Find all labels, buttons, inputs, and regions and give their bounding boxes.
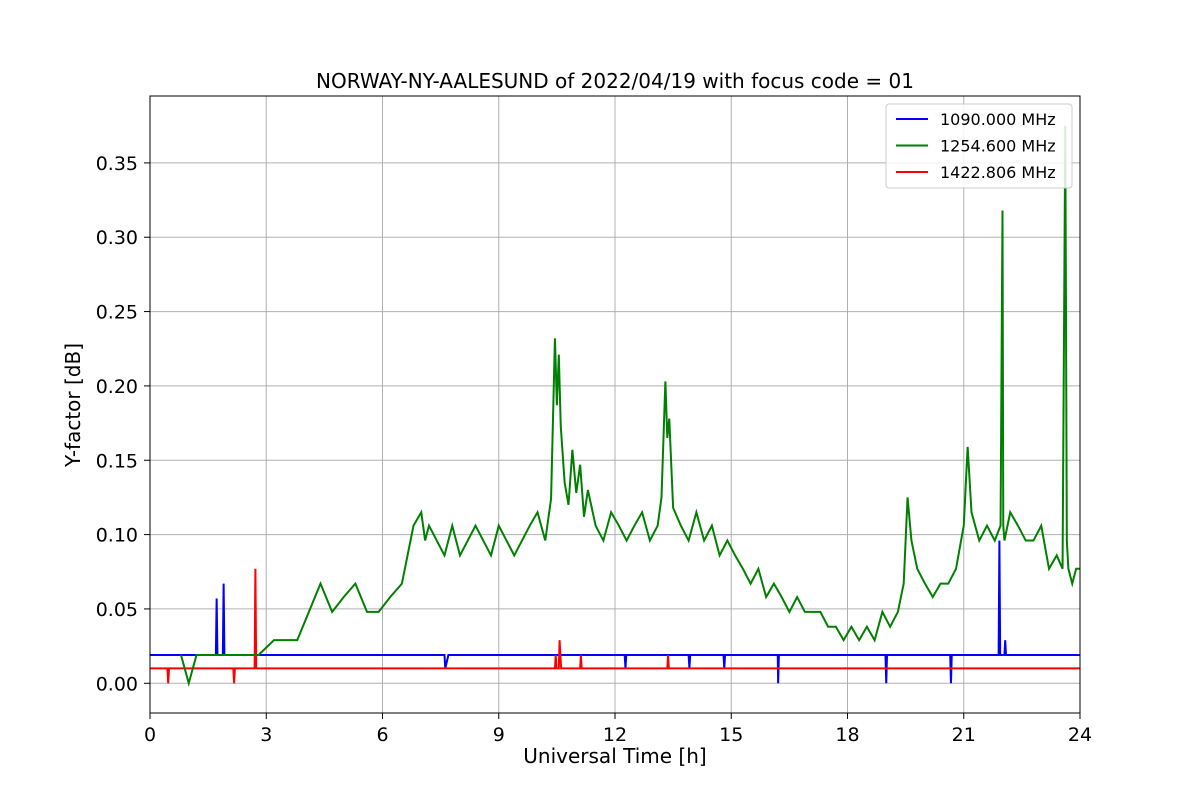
legend-label: 1090.000 MHz <box>940 110 1056 129</box>
x-tick-label: 6 <box>376 724 388 746</box>
x-tick-label: 21 <box>952 724 976 746</box>
x-tick-label: 15 <box>719 724 743 746</box>
x-axis-ticks: 0 3 6 9 12 15 18 21 24 <box>144 713 1092 746</box>
y-tick-label: 0.20 <box>96 376 138 398</box>
y-axis-label: Y-factor [dB] <box>61 343 85 468</box>
y-tick-label: 0.25 <box>96 302 138 324</box>
legend-frame <box>885 103 1073 189</box>
grid-lines <box>150 96 1080 713</box>
y-tick-label: 0.00 <box>96 673 138 695</box>
series-line-1422-806-mhz <box>150 568 1080 684</box>
x-tick-label: 3 <box>260 724 272 746</box>
x-tick-label: 24 <box>1068 724 1092 746</box>
x-tick-label: 9 <box>493 724 505 746</box>
chart-title: NORWAY-NY-AALESUND of 2022/04/19 with fo… <box>316 69 914 93</box>
y-tick-label: 0.15 <box>96 450 138 472</box>
legend: 1090.000 MHz 1254.600 MHz 1422.806 MHz <box>885 103 1073 189</box>
y-axis-ticks: 0.00 0.05 0.10 0.15 0.20 0.25 0.30 0.35 <box>96 153 150 695</box>
y-tick-label: 0.10 <box>96 525 138 547</box>
series-line-1254-600-mhz <box>180 125 1080 688</box>
x-axis-label: Universal Time [h] <box>523 744 706 768</box>
legend-label: 1422.806 MHz <box>940 163 1056 182</box>
x-tick-label: 0 <box>144 724 156 746</box>
series-layer <box>150 125 1080 688</box>
x-tick-label: 18 <box>835 724 859 746</box>
y-tick-label: 0.30 <box>96 227 138 249</box>
y-tick-label: 0.35 <box>96 153 138 175</box>
y-tick-label: 0.05 <box>96 599 138 621</box>
x-tick-label: 12 <box>603 724 627 746</box>
legend-label: 1254.600 MHz <box>940 137 1056 156</box>
